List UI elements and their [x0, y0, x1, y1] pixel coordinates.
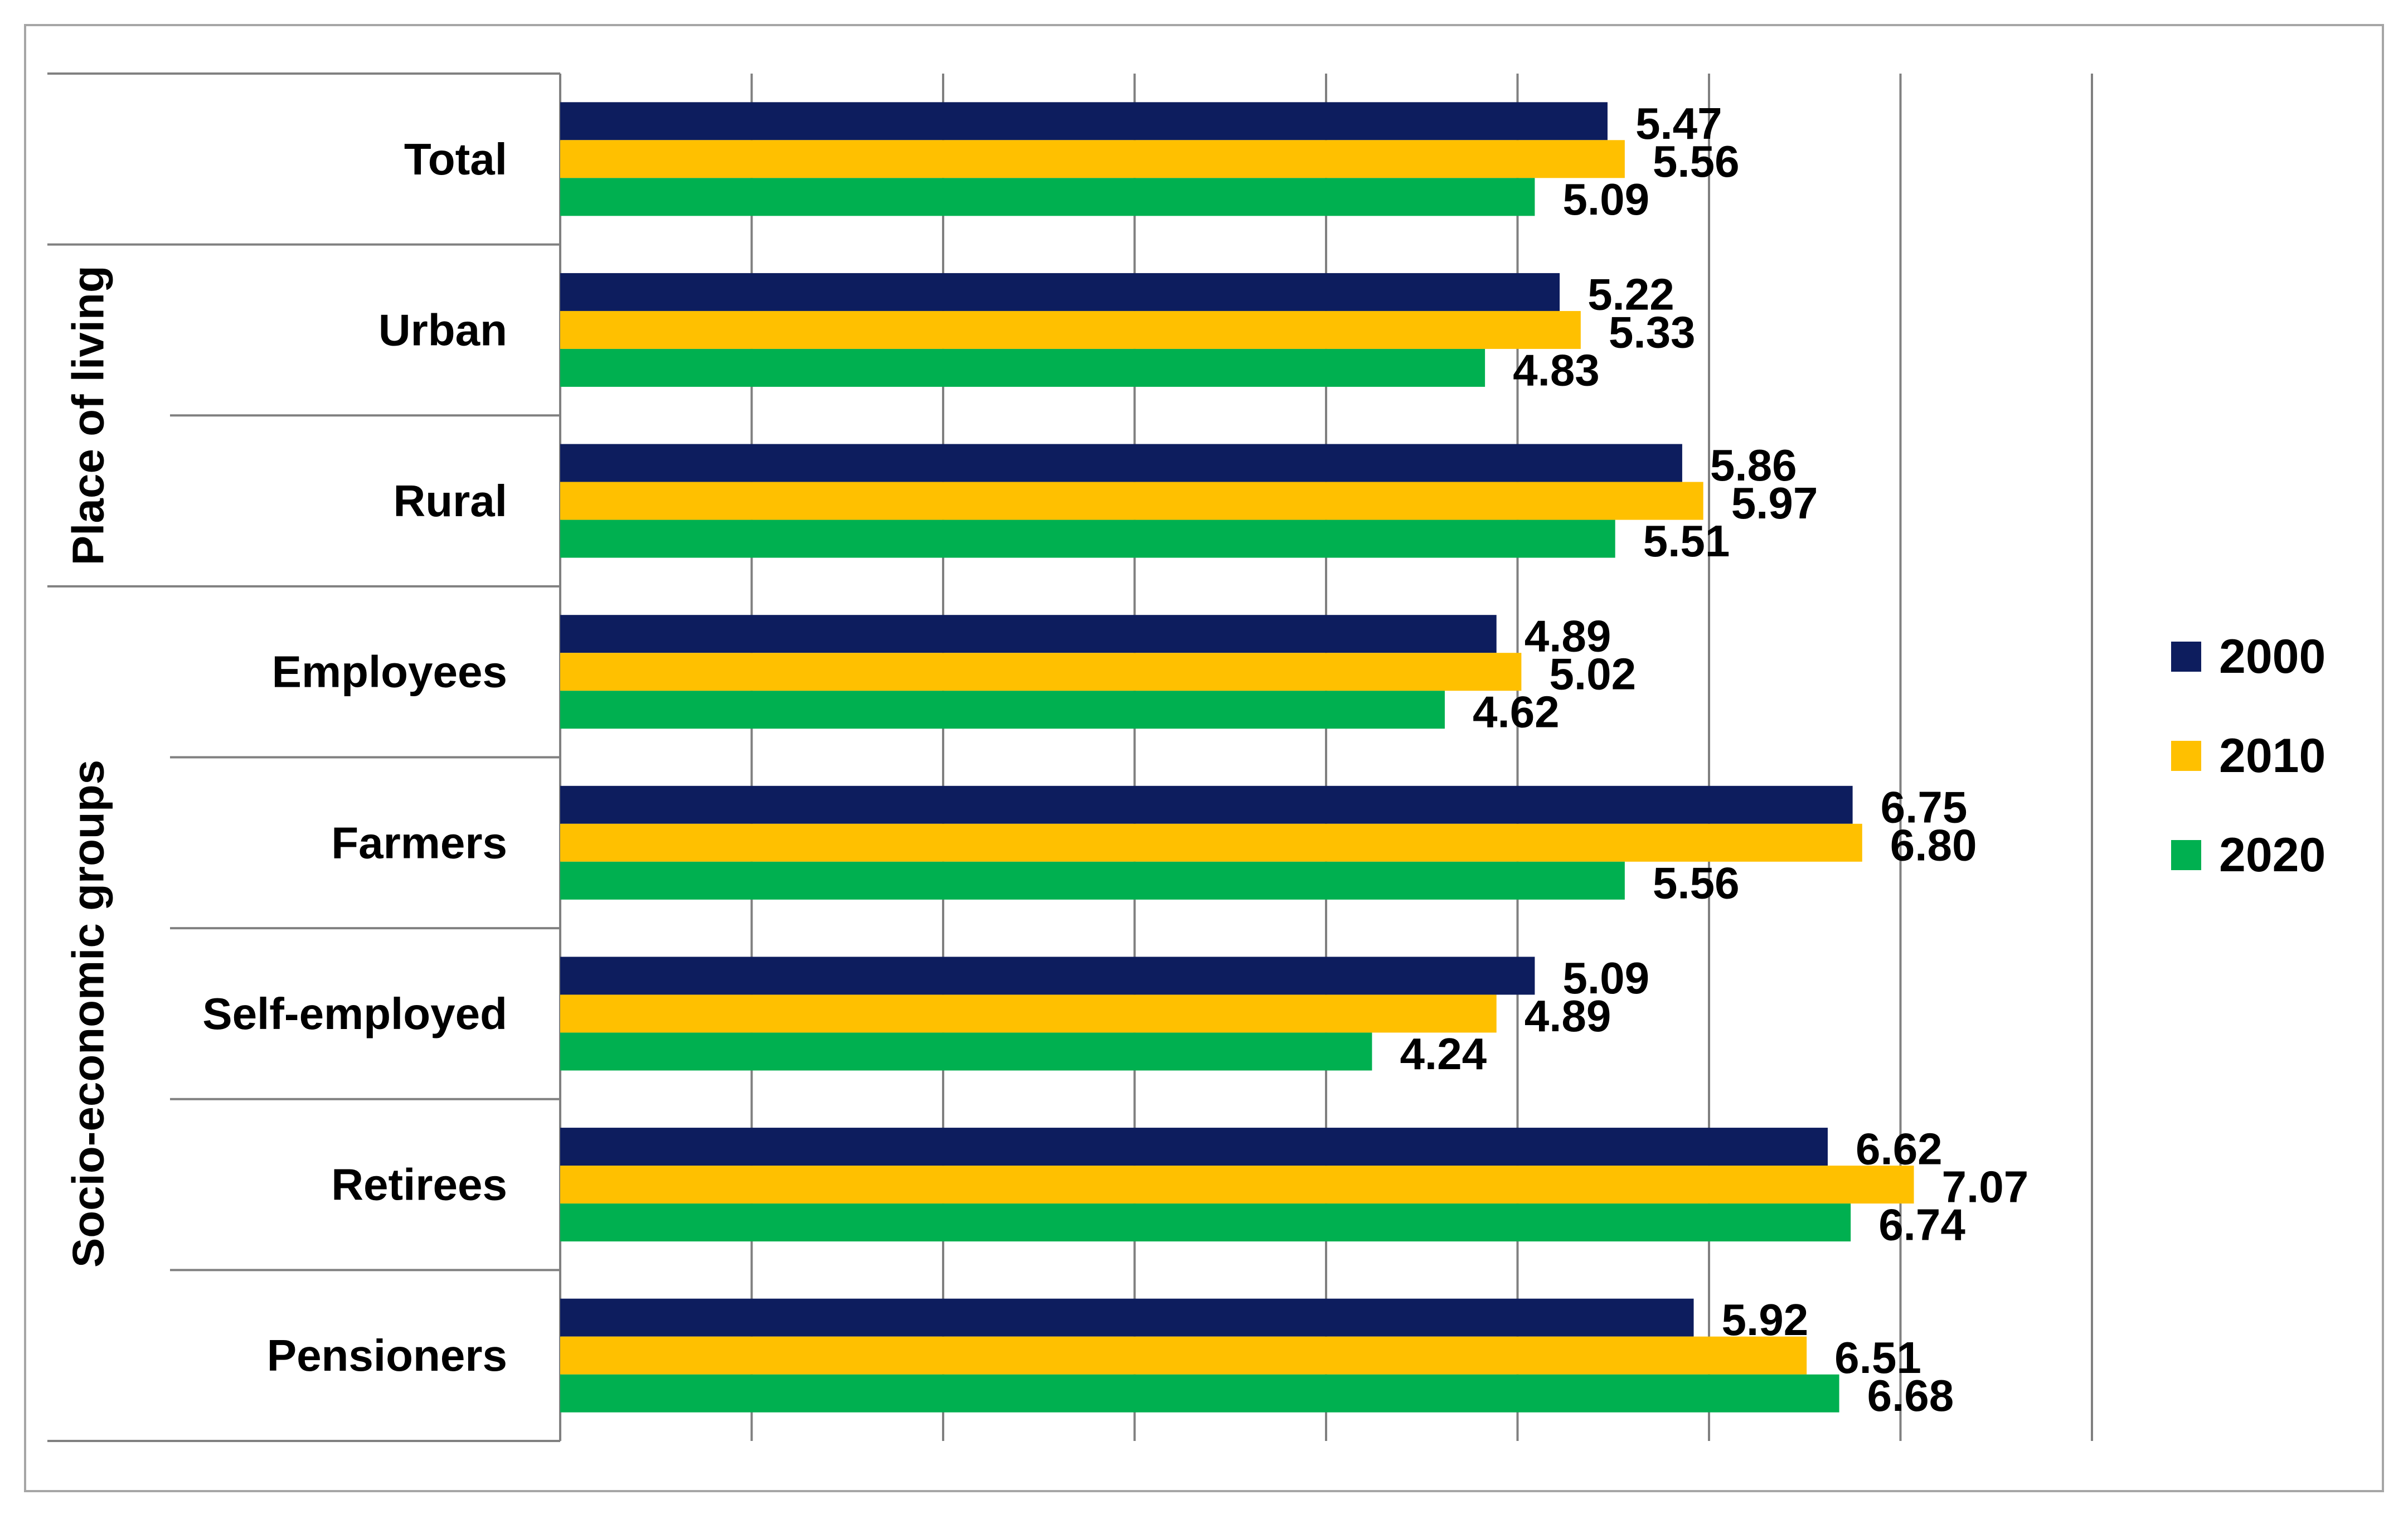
- bar-2010-farmers: [560, 823, 1862, 862]
- bar-2000-self-employed: [560, 957, 1535, 995]
- legend-label: 2020: [2219, 828, 2326, 882]
- data-label: 5.56: [1653, 137, 1740, 186]
- bar-2020-total: [560, 178, 1535, 216]
- data-label: 5.09: [1562, 953, 1649, 1003]
- data-label: 4.83: [1513, 345, 1600, 395]
- data-label: 5.97: [1731, 478, 1818, 528]
- bar-2000-total: [560, 102, 1608, 140]
- bar-2000-urban: [560, 273, 1560, 311]
- bar-2010-pensioners: [560, 1336, 1807, 1375]
- bar-2000-rural: [560, 444, 1682, 482]
- data-label: 5.92: [1722, 1295, 1809, 1345]
- data-label: 4.62: [1473, 687, 1560, 737]
- data-label: 6.74: [1878, 1200, 1965, 1250]
- data-label: 6.75: [1881, 782, 1968, 832]
- data-label: 6.62: [1856, 1124, 1943, 1174]
- group-label: Place of living: [64, 265, 113, 565]
- category-label: Self-employed: [202, 989, 507, 1038]
- group-label: Socio-economic groups: [64, 760, 113, 1268]
- category-label: Rural: [394, 476, 508, 526]
- bar-2000-farmers: [560, 785, 1853, 824]
- data-label: 4.24: [1400, 1029, 1487, 1079]
- bar-2020-urban: [560, 348, 1485, 387]
- bar-2000-pensioners: [560, 1298, 1694, 1337]
- data-label: 5.86: [1710, 440, 1797, 490]
- data-label: 4.89: [1525, 612, 1611, 661]
- data-label: 5.47: [1635, 99, 1722, 148]
- bar-2020-self-employed: [560, 1032, 1372, 1071]
- data-label: 5.22: [1587, 269, 1674, 319]
- bar-2010-retirees: [560, 1166, 1914, 1204]
- data-label: 6.80: [1890, 820, 1977, 870]
- legend-label: 2010: [2219, 729, 2326, 783]
- bar-2010-total: [560, 140, 1625, 178]
- bar-2020-farmers: [560, 861, 1625, 900]
- data-label: 7.07: [1942, 1162, 2029, 1212]
- legend-label: 2000: [2219, 630, 2326, 683]
- data-label: 6.68: [1867, 1371, 1954, 1420]
- category-label: Employees: [272, 647, 507, 697]
- bar-2020-employees: [560, 691, 1445, 729]
- bar-2010-employees: [560, 653, 1522, 691]
- bar-2020-retirees: [560, 1203, 1851, 1242]
- data-label: 5.02: [1549, 649, 1636, 699]
- category-label: Pensioners: [267, 1331, 507, 1380]
- bar-2020-pensioners: [560, 1374, 1839, 1413]
- bar-2010-rural: [560, 482, 1703, 520]
- legend-swatch: [2171, 741, 2201, 771]
- bar-2010-self-employed: [560, 994, 1497, 1033]
- legend-swatch: [2171, 840, 2201, 870]
- category-label: Total: [404, 134, 507, 184]
- bar-2000-retirees: [560, 1128, 1828, 1166]
- bar-2020-rural: [560, 520, 1615, 558]
- bar-2000-employees: [560, 615, 1497, 653]
- legend-swatch: [2171, 642, 2201, 672]
- data-label: 5.33: [1609, 307, 1696, 357]
- data-label: 4.89: [1525, 991, 1611, 1041]
- data-label: 5.09: [1562, 174, 1649, 224]
- bar-2010-urban: [560, 310, 1581, 349]
- category-label: Retirees: [331, 1160, 507, 1210]
- category-label: Urban: [378, 305, 507, 355]
- category-label: Farmers: [331, 818, 507, 867]
- data-label: 6.51: [1834, 1333, 1921, 1382]
- data-label: 5.51: [1643, 516, 1730, 566]
- data-label: 5.56: [1653, 858, 1740, 907]
